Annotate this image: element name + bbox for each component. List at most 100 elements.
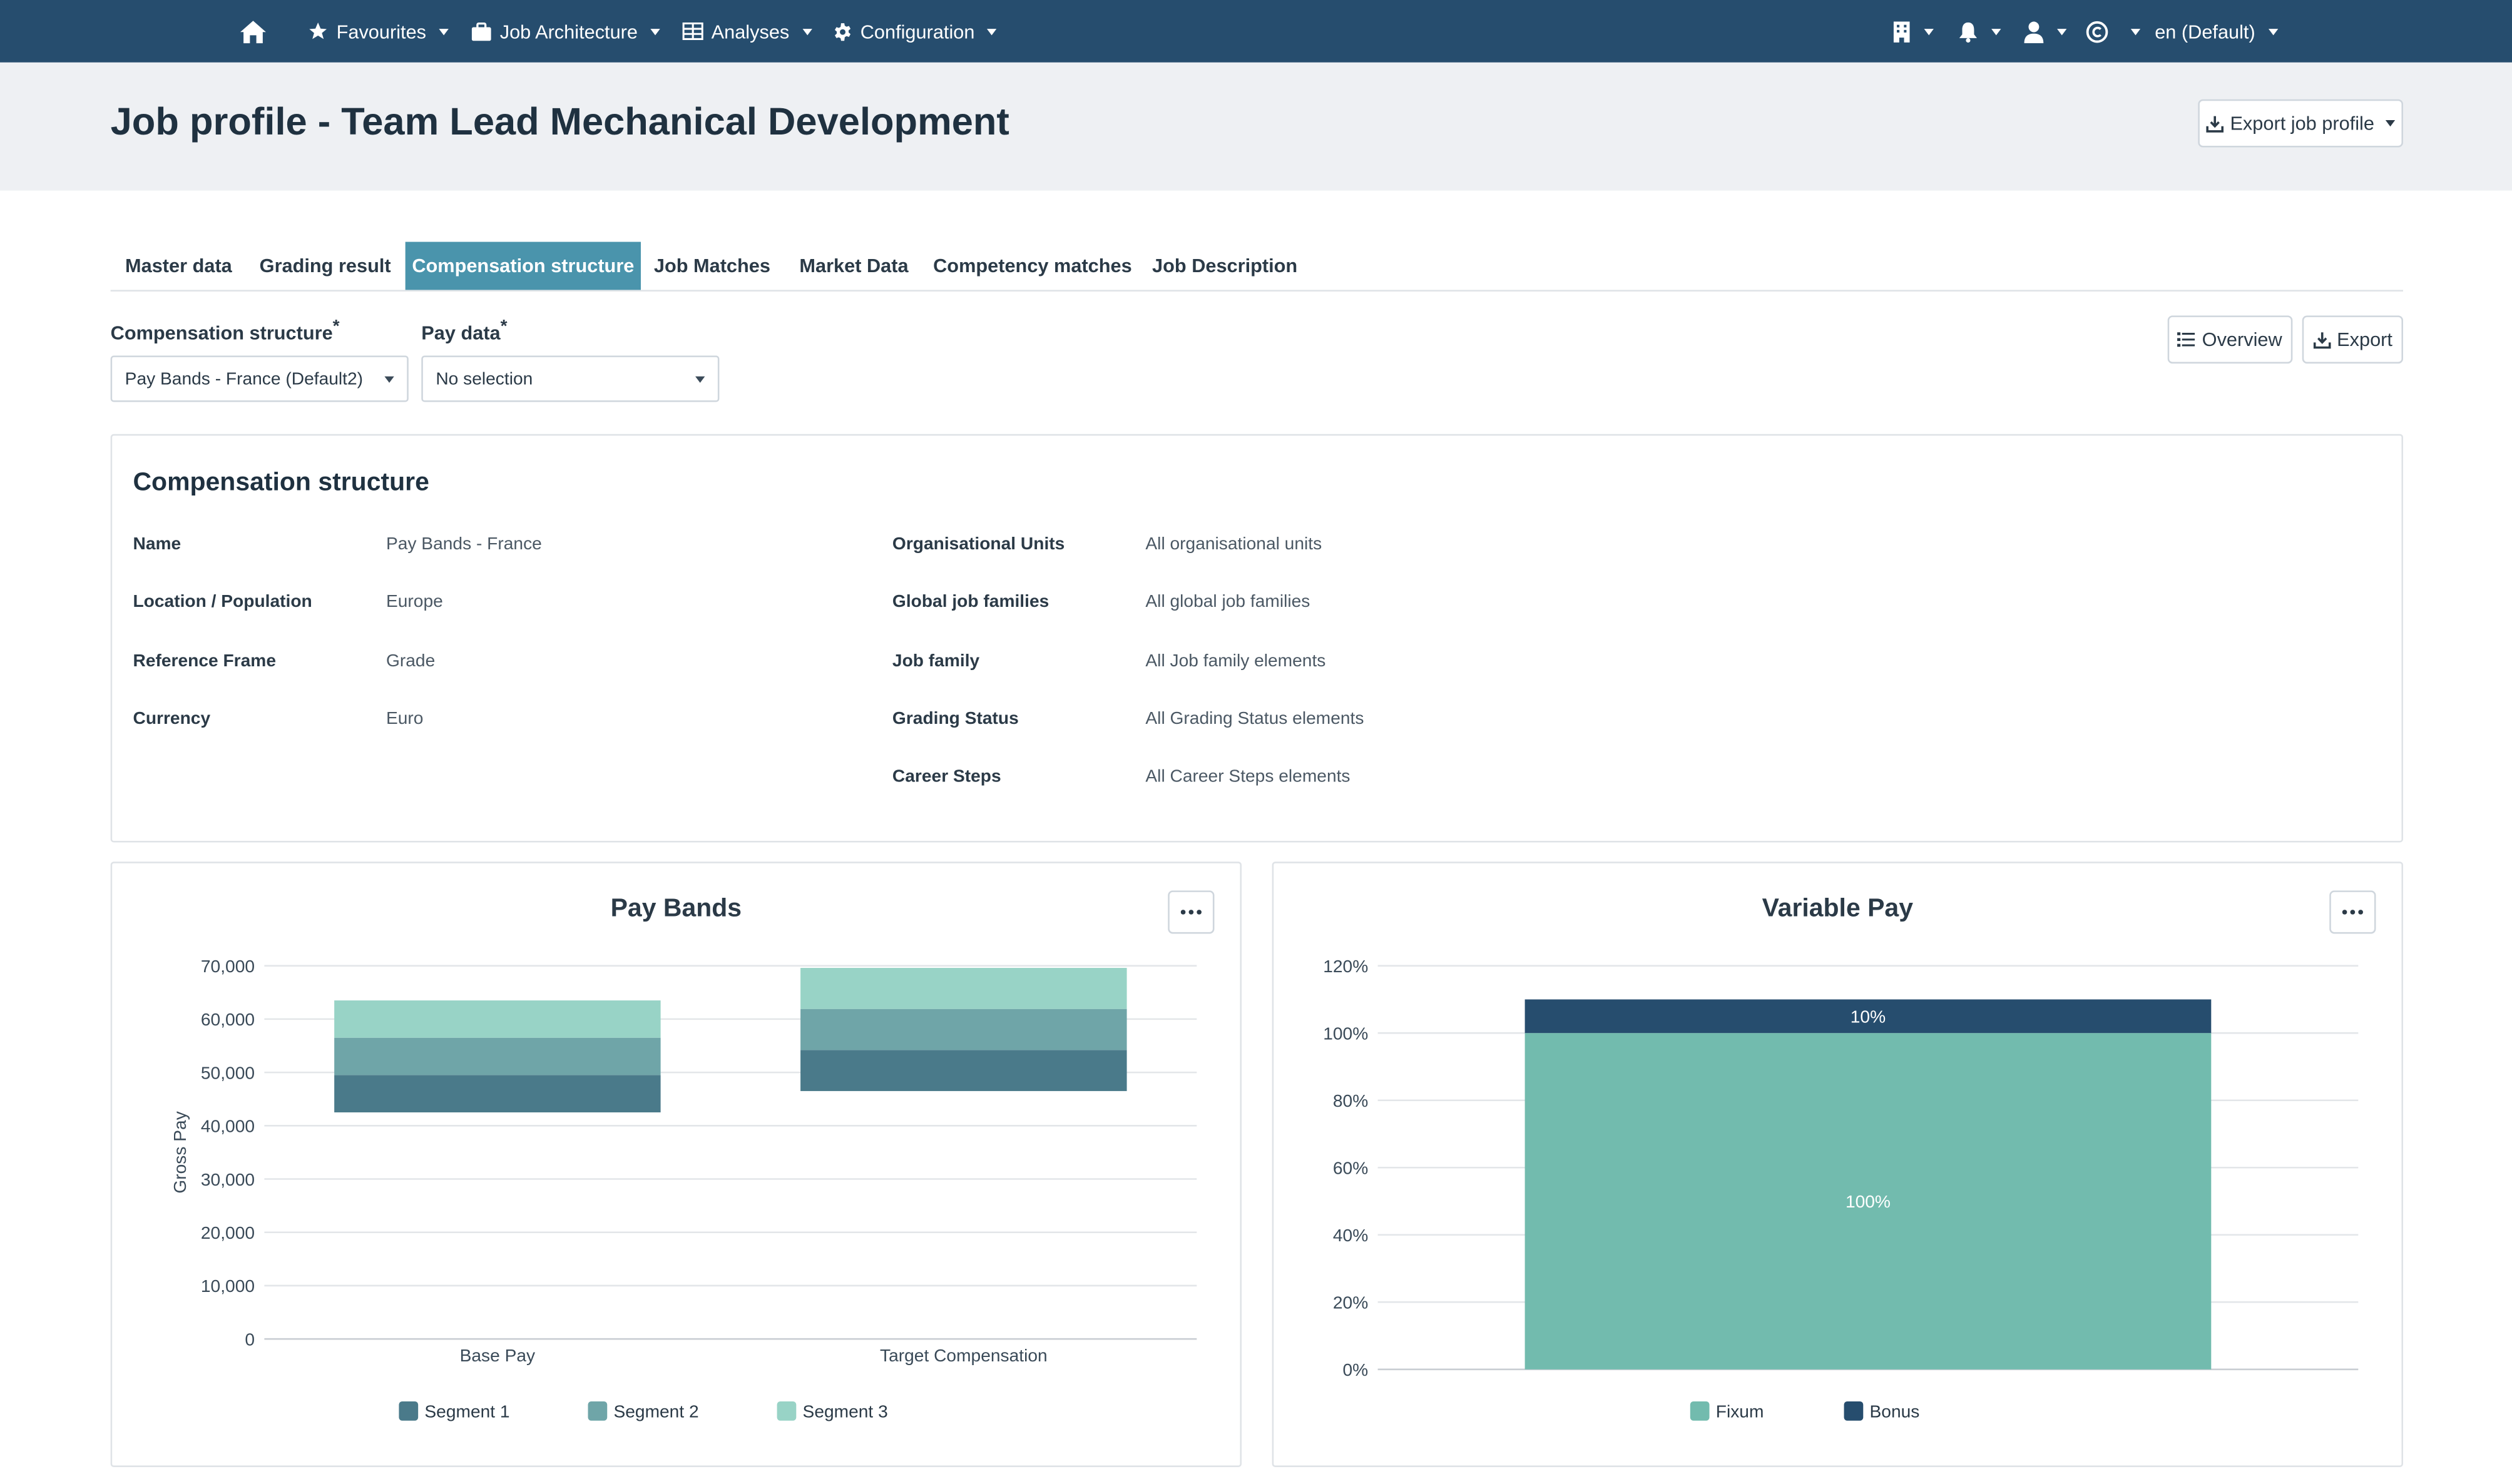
nav-notifications[interactable]	[1958, 0, 2001, 63]
page-title: Job profile - Team Lead Mechanical Devel…	[110, 101, 1009, 145]
chart-menu-button[interactable]	[2329, 890, 2376, 934]
nav-job-architecture[interactable]: Job Architecture	[471, 0, 660, 63]
legend-swatch	[1844, 1401, 1864, 1421]
nav-analyses[interactable]: Analyses	[682, 0, 812, 63]
chevron-down-icon	[2268, 28, 2278, 35]
y-tick-label: 120%	[1323, 957, 1368, 976]
chevron-down-icon	[384, 376, 394, 383]
detail-label: Name	[133, 535, 181, 554]
y-tick-label: 20,000	[201, 1223, 255, 1243]
chevron-down-icon	[439, 28, 449, 35]
bar-segment	[334, 1075, 661, 1113]
legend-swatch	[588, 1401, 608, 1421]
export-label: Export	[2337, 328, 2392, 351]
download-icon	[2206, 115, 2224, 132]
building-icon	[1893, 21, 1910, 42]
bar-segment	[800, 1009, 1127, 1050]
y-tick-label: 10,000	[201, 1276, 255, 1296]
y-tick-label: 0%	[1343, 1360, 1369, 1380]
briefcase-icon	[471, 21, 491, 40]
chevron-down-icon	[650, 28, 660, 35]
tab-market-data[interactable]: Market Data	[799, 255, 909, 277]
chevron-down-icon	[1991, 28, 2001, 35]
legend-label: Bonus	[1870, 1402, 1920, 1421]
bar-segment	[1524, 1033, 2212, 1370]
bar-segment	[334, 1000, 661, 1038]
nav-language[interactable]: en (Default)	[2155, 0, 2278, 63]
legend-label: Fixum	[1716, 1402, 1764, 1421]
data-label: 100%	[1846, 1192, 1891, 1211]
compensation-structure-select[interactable]: Pay Bands - France (Default2)	[110, 355, 409, 402]
data-label: 10%	[1851, 1007, 1886, 1027]
panel-title: Compensation structure	[133, 469, 429, 497]
detail-value: All organisational units	[1145, 535, 1322, 554]
chevron-down-icon	[802, 28, 812, 35]
tab-grading-result[interactable]: Grading result	[259, 255, 391, 277]
y-axis-label: Gross Pay	[170, 1110, 190, 1193]
legend-label: Segment 3	[803, 1402, 888, 1421]
detail-label: Currency	[133, 709, 211, 729]
export-job-profile-button[interactable]: Export job profile	[2198, 99, 2403, 148]
y-tick-label: 50,000	[201, 1063, 255, 1082]
detail-value: Grade	[385, 651, 436, 671]
y-tick-label: 20%	[1333, 1293, 1368, 1313]
x-tick-label: Target Compensation	[880, 1346, 1048, 1365]
nav-favourites[interactable]: Favourites	[308, 0, 449, 63]
x-tick-label: Base Pay	[460, 1346, 536, 1365]
compensation-structure-label: Compensation structure*	[110, 317, 340, 345]
detail-value: Europe	[385, 592, 443, 612]
tab-compensation-structure[interactable]: Compensation structure	[405, 241, 641, 290]
detail-label: Reference Frame	[133, 651, 277, 671]
detail-value: All Career Steps elements	[1145, 767, 1350, 786]
detail-value: Pay Bands - France	[385, 535, 542, 554]
variable-pay-chart-card: Variable Pay 0% 20% 40% 60% 80% 100% 120% 100% 1…	[1272, 861, 2403, 1467]
export-button[interactable]: Export	[2302, 315, 2403, 364]
legend-label: Segment 1	[424, 1402, 509, 1421]
chevron-down-icon	[2057, 28, 2067, 35]
chart-menu-button[interactable]	[1168, 890, 1215, 934]
nav-help[interactable]	[2086, 0, 2141, 63]
nav-favourites-label: Favourites	[336, 20, 427, 43]
nav-organisation[interactable]	[1892, 0, 1934, 63]
bell-icon	[1959, 21, 1978, 42]
compensation-structure-value: Pay Bands - France (Default2)	[125, 369, 364, 389]
detail-value: Euro	[385, 709, 424, 729]
y-tick-label: 40,000	[201, 1117, 255, 1136]
more-horizontal-icon	[1180, 910, 1202, 915]
star-icon	[309, 23, 327, 39]
nav-configuration-label: Configuration	[860, 20, 975, 43]
overview-button[interactable]: Overview	[2167, 315, 2293, 364]
detail-value: All Job family elements	[1145, 651, 1326, 671]
y-tick-label: 0	[245, 1329, 255, 1349]
nav-user[interactable]	[2023, 0, 2067, 63]
download-icon	[2313, 331, 2331, 348]
pay-data-select[interactable]: No selection	[421, 355, 720, 402]
detail-label: Location / Population	[133, 592, 312, 612]
pay-bands-chart: 0 10,000 20,000 30,000 40,000 50,000 60,000 70,…	[170, 957, 1197, 1421]
detail-label: Global job families	[892, 592, 1049, 612]
detail-label: Job family	[892, 651, 980, 671]
compensation-structure-panel: Compensation structure Name Pay Bands - …	[110, 434, 2404, 843]
copyright-circle-icon	[2086, 20, 2108, 43]
y-tick-label: 70,000	[201, 957, 255, 976]
home-icon[interactable]	[238, 0, 267, 63]
chevron-down-icon	[2385, 120, 2396, 127]
more-horizontal-icon	[2342, 910, 2363, 915]
tab-job-description[interactable]: Job Description	[1152, 255, 1298, 277]
chevron-down-icon	[987, 28, 998, 35]
tab-bar: Master data Grading result Compensation …	[110, 241, 2404, 292]
tab-job-matches[interactable]: Job Matches	[653, 255, 770, 277]
export-job-profile-label: Export job profile	[2230, 112, 2374, 135]
pay-data-label: Pay data*	[421, 317, 508, 345]
tab-competency-matches[interactable]: Competency matches	[933, 255, 1132, 277]
nav-language-label: en (Default)	[2155, 20, 2255, 43]
list-icon	[2178, 332, 2196, 347]
pay-data-value: No selection	[436, 369, 533, 389]
tab-master-data[interactable]: Master data	[125, 255, 232, 277]
user-icon	[2024, 21, 2044, 43]
nav-job-architecture-label: Job Architecture	[499, 20, 638, 43]
chevron-down-icon	[695, 376, 705, 383]
gear-icon	[835, 22, 851, 40]
nav-analyses-label: Analyses	[711, 20, 790, 43]
nav-configuration[interactable]: Configuration	[833, 0, 998, 63]
